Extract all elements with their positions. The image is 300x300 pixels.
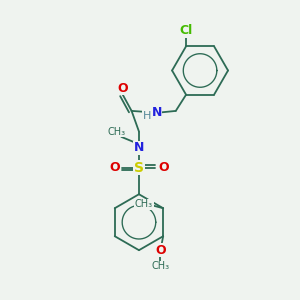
Text: Cl: Cl [179, 25, 193, 38]
Text: N: N [134, 141, 144, 154]
Text: O: O [158, 161, 169, 174]
Text: O: O [155, 244, 166, 257]
Text: N: N [152, 106, 162, 119]
Text: CH₃: CH₃ [151, 261, 169, 271]
Text: S: S [134, 161, 144, 175]
Text: O: O [118, 82, 128, 95]
Text: O: O [109, 161, 120, 174]
Text: H: H [143, 111, 152, 121]
Text: CH₃: CH₃ [135, 199, 153, 209]
Text: CH₃: CH₃ [107, 127, 125, 137]
